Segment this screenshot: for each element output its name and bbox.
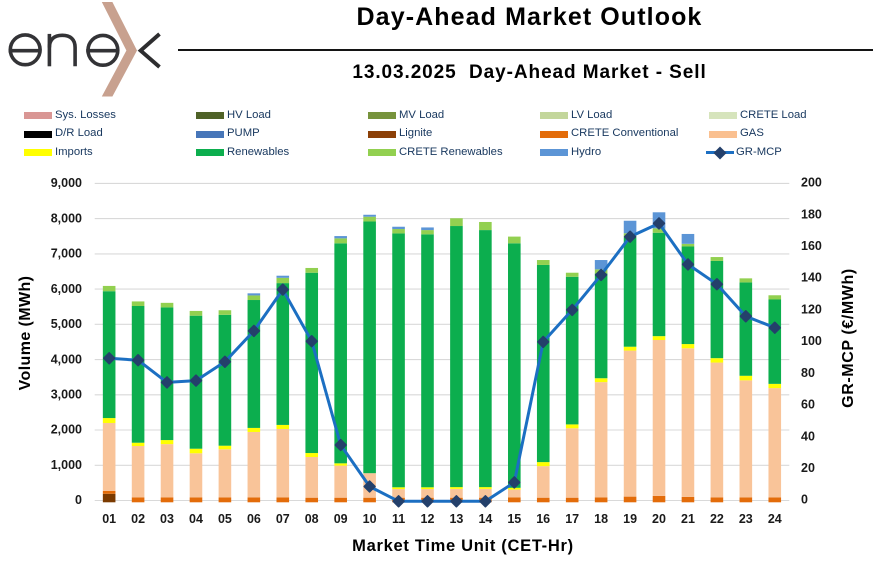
svg-text:40: 40 <box>801 429 815 443</box>
svg-text:200: 200 <box>801 176 822 190</box>
svg-text:20: 20 <box>652 512 666 526</box>
svg-text:60: 60 <box>801 398 815 412</box>
svg-text:0: 0 <box>801 493 808 507</box>
svg-text:21: 21 <box>681 512 695 526</box>
svg-text:7,000: 7,000 <box>51 247 82 261</box>
svg-text:4,000: 4,000 <box>51 352 82 366</box>
svg-text:18: 18 <box>594 512 608 526</box>
svg-text:07: 07 <box>276 512 290 526</box>
svg-text:22: 22 <box>710 512 724 526</box>
svg-text:05: 05 <box>218 512 232 526</box>
svg-text:16: 16 <box>536 512 550 526</box>
svg-text:04: 04 <box>189 512 203 526</box>
svg-text:140: 140 <box>801 271 822 285</box>
svg-text:12: 12 <box>421 512 435 526</box>
svg-text:13: 13 <box>449 512 463 526</box>
svg-text:01: 01 <box>102 512 116 526</box>
svg-text:20: 20 <box>801 461 815 475</box>
svg-text:3,000: 3,000 <box>51 388 82 402</box>
svg-text:180: 180 <box>801 207 822 221</box>
svg-text:23: 23 <box>739 512 753 526</box>
svg-text:14: 14 <box>478 512 492 526</box>
svg-text:100: 100 <box>801 334 822 348</box>
svg-text:160: 160 <box>801 239 822 253</box>
svg-text:5,000: 5,000 <box>51 317 82 331</box>
svg-text:06: 06 <box>247 512 261 526</box>
svg-text:02: 02 <box>131 512 145 526</box>
svg-text:6,000: 6,000 <box>51 282 82 296</box>
svg-text:03: 03 <box>160 512 174 526</box>
svg-text:19: 19 <box>623 512 637 526</box>
svg-text:2,000: 2,000 <box>51 423 82 437</box>
svg-text:15: 15 <box>507 512 521 526</box>
svg-text:11: 11 <box>392 512 405 526</box>
svg-text:08: 08 <box>305 512 319 526</box>
svg-text:1,000: 1,000 <box>51 458 82 472</box>
svg-text:17: 17 <box>565 512 579 526</box>
svg-text:Volume (MWh): Volume (MWh) <box>17 276 34 391</box>
svg-text:120: 120 <box>801 302 822 316</box>
svg-text:Market Time Unit (CET-Hr): Market Time Unit (CET-Hr) <box>352 537 574 555</box>
svg-text:09: 09 <box>334 512 348 526</box>
svg-text:10: 10 <box>363 512 377 526</box>
svg-text:0: 0 <box>75 493 82 507</box>
svg-text:9,000: 9,000 <box>51 176 82 190</box>
svg-text:24: 24 <box>768 512 782 526</box>
svg-text:8,000: 8,000 <box>51 211 82 225</box>
svg-text:80: 80 <box>801 366 815 380</box>
svg-text:GR-MCP (€/MWh): GR-MCP (€/MWh) <box>840 268 857 408</box>
